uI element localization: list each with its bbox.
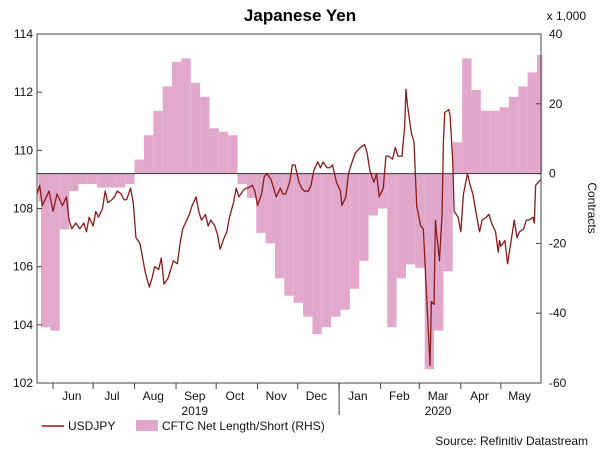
cftc-bar [536,54,543,174]
cftc-bar [293,173,304,303]
x-month-label: Sep [184,389,206,403]
cftc-bar [349,173,360,289]
cftc-bar [125,173,135,185]
cftc-bar [50,173,60,331]
cftc-bar [340,173,350,310]
cftc-bar [200,96,210,174]
right-tick-label: -40 [549,306,567,320]
x-month-label: Apr [470,389,489,403]
right-tick-label: 40 [549,27,563,41]
x-year-label: 2020 [425,404,452,418]
left-tick-label: 114 [14,27,33,41]
x-month-label: Mar [428,389,449,403]
x-month-label: Oct [226,389,245,403]
legend-label-cftc: CFTC Net Length/Short (RHS) [162,419,325,433]
left-tick-label: 110 [14,143,33,157]
left-tick-label: 106 [13,260,33,274]
cftc-bar [256,173,266,233]
x-month-label: Feb [389,389,410,403]
cftc-bar [87,173,98,185]
right-tick-label: -20 [549,236,567,250]
cftc-bar [265,173,275,244]
cftc-bar [303,173,313,317]
cftc-bar [527,72,537,174]
cftc-bar [424,173,435,370]
cftc-bar [518,86,528,174]
right-tick-label: 0 [549,167,556,181]
usdjpy-line [36,88,542,367]
cftc-bar [490,110,500,174]
source-note: Source: Refinitiv Datastream [435,434,588,448]
cftc-bar [499,107,509,174]
cftc-bar [97,173,107,188]
x-month-label: Aug [143,389,164,403]
cftc-bar [106,173,116,188]
cftc-bar [134,159,144,174]
cftc-bar [321,173,332,328]
legend-label-usdjpy: USDJPY [68,419,115,433]
cftc-bar [162,86,173,174]
right-axis: -60 -40 -20 0 20 40 [536,27,567,390]
cftc-bar [443,173,453,272]
x-month-label: Jan [348,389,367,403]
cftc-bar [78,173,88,185]
right-tick-label: -60 [549,376,567,390]
cftc-bar [69,173,79,192]
cftc-bar [41,173,51,328]
cftc-bar [508,96,519,174]
cftc-bar [237,173,247,185]
right-axis-multiplier: x 1,000 [547,9,587,23]
cftc-bar [284,173,294,296]
cftc-bar [331,173,341,317]
left-tick-label: 104 [13,318,33,332]
x-month-label: Jul [104,389,119,403]
right-tick-label: 20 [549,97,563,111]
x-month-label: Jun [62,389,81,403]
cftc-bar [471,89,481,174]
right-axis-label: Contracts [585,182,599,233]
cftc-bar [153,110,163,174]
cftc-bar [387,173,397,328]
cftc-bar [368,173,378,216]
left-tick-label: 112 [14,85,33,99]
cftc-bar [181,58,191,174]
cftc-area [37,54,543,370]
cftc-bar [228,135,238,174]
cftc-bar [218,131,229,174]
cftc-bar [405,173,416,265]
x-year-label: 2019 [181,404,208,418]
cftc-bar [143,135,154,174]
legend: USDJPY CFTC Net Length/Short (RHS) [42,419,325,433]
left-tick-label: 108 [13,202,33,216]
cftc-bar [359,173,369,261]
cftc-bar [480,110,491,174]
cftc-bar [190,82,201,174]
cftc-bar [452,142,463,174]
chart-title: Japanese Yen [244,6,356,25]
x-month-label: Dec [306,389,327,403]
usdjpy-line-layer [36,88,542,367]
x-month-label: May [508,389,531,403]
cftc-bar [312,173,322,335]
cftc-bar [115,173,126,188]
cftc-bar [172,61,182,174]
legend-swatch-cftc [136,420,158,431]
x-axis: Jun Jul Aug Sep Oct Nov Dec Jan Feb Mar Apr May 2019… [52,383,531,418]
cftc-bar [462,58,472,174]
cftc-bar [209,128,219,174]
cftc-bar [396,173,406,279]
x-month-label: Nov [266,389,287,403]
cftc-bar [274,173,285,279]
left-tick-label: 102 [13,376,33,390]
left-axis: 102 104 106 108 110 112 114 [13,27,42,390]
